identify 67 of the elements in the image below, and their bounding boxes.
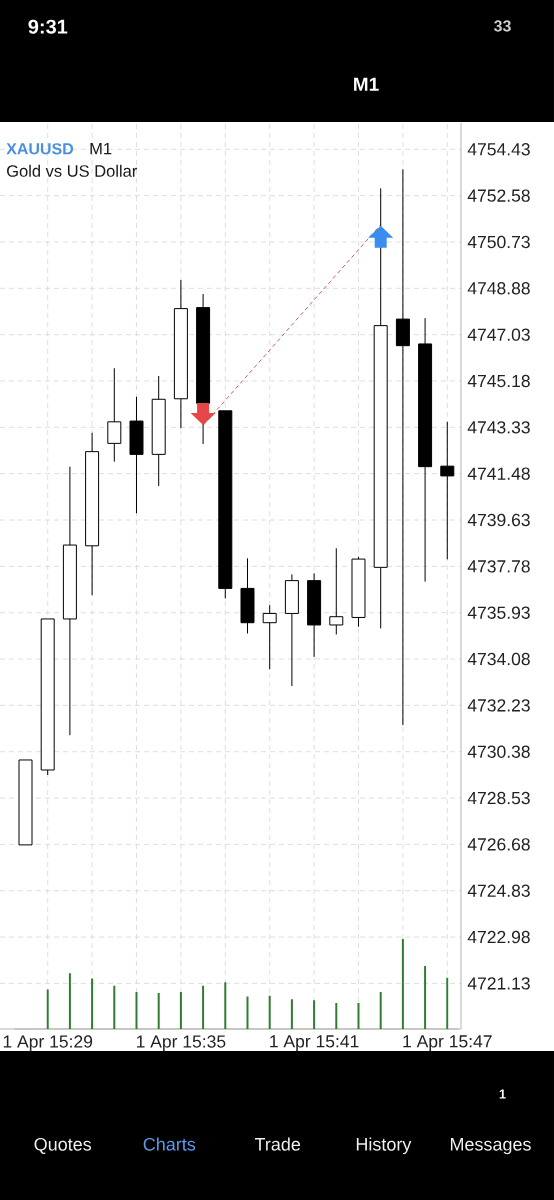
text: History [356,1137,412,1155]
bar [357,1002,360,1029]
x-tick-label: 1 Apr 15:35 [136,1035,226,1052]
bar [424,965,427,1029]
text: 33 [493,20,511,32]
bar [313,1000,316,1029]
candlestick [395,168,410,726]
bar [246,996,249,1029]
text: Gold vs US Dollar [7,164,138,177]
x-tick-label: 1 Apr 15:29 [3,1035,93,1052]
bar [91,978,94,1029]
y-tick-label: 4748.88 [467,282,530,295]
candlestick [62,466,77,736]
y-tick-label: 4743.33 [467,421,530,434]
candlestick [107,367,122,463]
bar [68,973,71,1029]
text: Trade [254,1137,301,1151]
text: XAUUSD [6,143,74,155]
bar [46,989,49,1029]
candlestick [418,317,433,583]
candlestick [284,573,299,687]
y-tick-label: 4730.38 [467,745,530,758]
y-tick-label: 4734.08 [467,652,530,666]
bar [202,985,205,1029]
y-tick-label: 4741.48 [467,467,530,480]
candlestick [262,604,277,670]
text: Messages [450,1138,531,1155]
bar [379,992,382,1029]
candlestick [151,375,166,487]
y-tick-label: 4745.18 [467,374,530,388]
y-tick-label: 4721.13 [467,977,530,990]
bar [179,992,182,1029]
candlestick [240,557,255,634]
y-tick-label: 4726.68 [467,838,530,851]
text: Charts [143,1137,196,1151]
bar [135,992,138,1029]
candlestick [307,572,322,658]
text: 1 [499,1089,506,1099]
candlestick [351,556,366,628]
y-tick-label: 4754.43 [467,143,530,156]
x-tick-label: 1 Apr 15:47 [403,1035,492,1051]
bar [335,1002,338,1029]
bar [401,938,404,1029]
bar [157,992,160,1029]
bar [446,977,449,1029]
y-tick-label: 4750.73 [467,235,530,249]
candlestick [173,279,188,429]
text: 9:31 [28,19,68,34]
bar [224,982,227,1029]
text: M1 [354,77,379,91]
y-tick-label: 4724.83 [467,884,530,897]
candlestick [440,421,455,560]
y-tick-label: 4722.98 [467,930,530,944]
candlestick [85,432,100,596]
y-tick-label: 4739.63 [467,513,530,527]
y-tick-label: 4728.53 [467,791,530,805]
y-tick-label: 4737.78 [467,560,530,573]
y-tick-label: 4732.23 [467,699,530,712]
candlestick [129,396,144,514]
y-tick-label: 4735.93 [467,606,530,619]
bar [268,995,271,1029]
y-tick-label: 4752.58 [467,189,530,202]
text: Quotes [34,1137,92,1154]
x-tick-label: 1 Apr 15:41 [270,1035,359,1051]
y-tick-label: 4747.03 [467,328,530,341]
annotation: M1 [90,142,112,155]
bar [113,985,116,1029]
